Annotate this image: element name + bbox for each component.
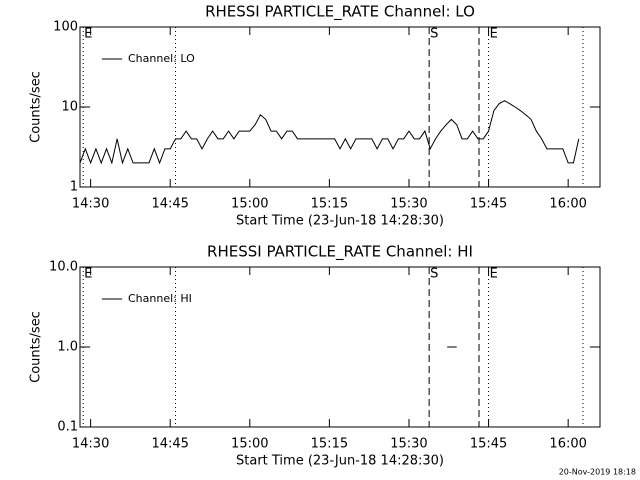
x-tick-label: 14:30 [72, 197, 109, 212]
x-tick-label: 16:00 [549, 437, 586, 452]
y-tick-label: 1.0 [57, 340, 78, 355]
y-tick-label: 100 [53, 20, 78, 35]
legend-label: Channel: LO [128, 52, 195, 65]
chart-title: RHESSI PARTICLE_RATE Channel: HI [207, 243, 473, 262]
x-tick-label: 15:30 [390, 437, 427, 452]
x-axis-label: Start Time (23-Jun-18 14:28:30) [236, 454, 444, 469]
x-tick-label: 16:00 [549, 197, 586, 212]
y-tick-label: 0.1 [57, 420, 78, 435]
series-line [79, 100, 580, 165]
y-axis-label: Counts/sec [29, 311, 44, 383]
chart-title: RHESSI PARTICLE_RATE Channel: LO [205, 3, 475, 22]
x-tick-label: 15:00 [231, 437, 268, 452]
x-tick-label: 15:45 [470, 437, 507, 452]
x-tick-label: 14:45 [151, 197, 188, 212]
marker-label: E [490, 27, 498, 42]
footer: 20-Nov-2019 18:18 [559, 468, 636, 477]
x-tick-label: 15:15 [311, 197, 348, 212]
y-axis-label: Counts/sec [29, 71, 44, 143]
x-tick-label: 15:30 [390, 197, 427, 212]
marker-label: E [84, 267, 92, 282]
marker-label: E [84, 27, 92, 42]
y-tick-label: 1 [70, 180, 78, 195]
y-tick-label: 10.0 [49, 260, 78, 275]
x-tick-label: 15:15 [311, 437, 348, 452]
x-axis-label: Start Time (23-Jun-18 14:28:30) [236, 214, 444, 229]
x-tick-label: 15:00 [231, 197, 268, 212]
x-tick-label: 14:30 [72, 437, 109, 452]
x-tick-label: 14:45 [151, 437, 188, 452]
y-tick-label: 10 [61, 100, 78, 115]
marker-label: S [430, 27, 438, 42]
marker-label: S [430, 267, 438, 282]
marker-label: E [490, 267, 498, 282]
legend-label: Channel: HI [128, 292, 192, 305]
x-tick-label: 15:45 [470, 197, 507, 212]
